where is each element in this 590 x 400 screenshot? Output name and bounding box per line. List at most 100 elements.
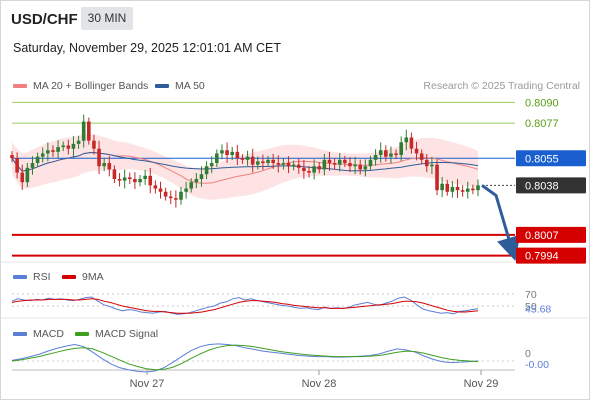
- candle-body: [276, 163, 281, 165]
- rsi-tick-label: 50: [525, 301, 537, 313]
- candle-body: [317, 166, 322, 170]
- ma20-swatch: [13, 84, 27, 88]
- candle-body: [266, 159, 270, 164]
- candle-body: [286, 163, 291, 167]
- legend-9ma-label: 9MA: [82, 271, 104, 283]
- candle-body: [353, 164, 357, 167]
- ma50-swatch: [155, 84, 169, 88]
- candle-body: [51, 150, 55, 152]
- support-label: 0.8007: [525, 230, 559, 242]
- candle-body: [179, 191, 183, 200]
- ma50-line: [11, 151, 479, 172]
- candle-body: [465, 188, 470, 192]
- candle-body: [81, 121, 86, 141]
- legend-rsi: RSI: [13, 271, 51, 283]
- symbol-title: USD/CHF: [11, 11, 78, 28]
- candle-body: [199, 174, 204, 179]
- candle-body: [117, 179, 122, 181]
- datetime-label: Saturday, November 29, 2025 12:01:01 AM …: [13, 41, 281, 55]
- candle-body: [261, 161, 265, 164]
- support-label-box: [516, 247, 586, 264]
- legend-ma20: MA 20 + Bollinger Bands: [13, 80, 148, 92]
- candle-body: [368, 159, 373, 167]
- macd-current-label: -0.00: [525, 359, 549, 371]
- candle-body: [204, 166, 209, 175]
- candle-body: [163, 191, 168, 197]
- candle-body: [476, 185, 480, 191]
- candle-body: [107, 163, 112, 170]
- candle-body: [56, 147, 60, 152]
- legend-macd-signal: MACD Signal: [75, 328, 158, 340]
- legend-ma50: MA 50: [155, 80, 205, 92]
- candle-body: [389, 153, 393, 157]
- current-label-box: [516, 177, 586, 194]
- candle-body: [337, 159, 342, 165]
- legend-ma50-label: MA 50: [175, 80, 205, 92]
- candle-body: [112, 169, 117, 179]
- candle-body: [97, 148, 101, 167]
- rsi-ma-swatch: [62, 275, 76, 279]
- support-label: 0.7994: [525, 251, 559, 263]
- macd-line: [11, 343, 479, 373]
- macd-signal-swatch: [75, 332, 89, 336]
- candle-body: [25, 167, 30, 183]
- candle-body: [87, 121, 91, 141]
- candle-body: [394, 153, 398, 156]
- legend-macd-label: MACD: [33, 328, 64, 340]
- candle-body: [322, 159, 327, 170]
- candle-body: [291, 164, 296, 167]
- support-label-box: [516, 226, 586, 243]
- candle-body: [194, 179, 199, 183]
- candle-body: [384, 150, 388, 157]
- candle-body: [450, 186, 455, 192]
- candle-body: [414, 148, 419, 154]
- candle-body: [281, 163, 286, 165]
- candle-body: [133, 179, 137, 183]
- candle-body: [404, 137, 409, 143]
- candle-body: [358, 164, 363, 170]
- legend-macd: MACD: [13, 328, 64, 340]
- candle-body: [327, 159, 332, 164]
- candle-body: [455, 186, 460, 191]
- candle-body: [61, 145, 66, 148]
- candle-body: [153, 185, 158, 189]
- candle-body: [143, 175, 147, 179]
- candle-body: [256, 161, 260, 165]
- legend-rsi-label: RSI: [33, 271, 51, 283]
- resistance-label: 0.8090: [525, 97, 559, 109]
- candle-body: [76, 140, 81, 144]
- candle-body: [378, 150, 383, 156]
- candle-body: [102, 163, 106, 167]
- candle-body: [46, 150, 50, 154]
- projection-arrow: [481, 184, 521, 262]
- candle-body: [66, 145, 71, 149]
- candle-body: [424, 159, 429, 167]
- candle-body: [122, 177, 127, 181]
- legend-macd-signal-label: MACD Signal: [95, 328, 159, 340]
- candle-body: [189, 182, 194, 189]
- candle-body: [92, 140, 96, 149]
- candle-body: [30, 163, 35, 168]
- candle-body: [419, 153, 424, 160]
- resistance-label: 0.8077: [525, 118, 559, 130]
- current-label: 0.8038: [525, 180, 559, 192]
- candle-body: [20, 172, 25, 183]
- legend-9ma: 9MA: [62, 271, 104, 283]
- candle-body: [440, 183, 444, 191]
- candle-body: [445, 183, 450, 192]
- candle-body: [435, 164, 439, 191]
- rsi-tick-label: 70: [525, 289, 537, 301]
- candle-body: [332, 163, 337, 165]
- x-axis-label: Nov 27: [130, 378, 165, 390]
- pivot-label-box: [516, 150, 586, 167]
- pivot-label: 0.8055: [525, 153, 559, 165]
- candle-body: [71, 143, 76, 149]
- candle-body: [230, 151, 234, 156]
- candle-body: [40, 153, 45, 157]
- candle-body: [215, 153, 219, 164]
- candle-body: [10, 155, 14, 159]
- candle-body: [348, 163, 352, 167]
- candle-body: [220, 150, 224, 154]
- timeframe-badge[interactable]: 30 MIN: [81, 7, 133, 30]
